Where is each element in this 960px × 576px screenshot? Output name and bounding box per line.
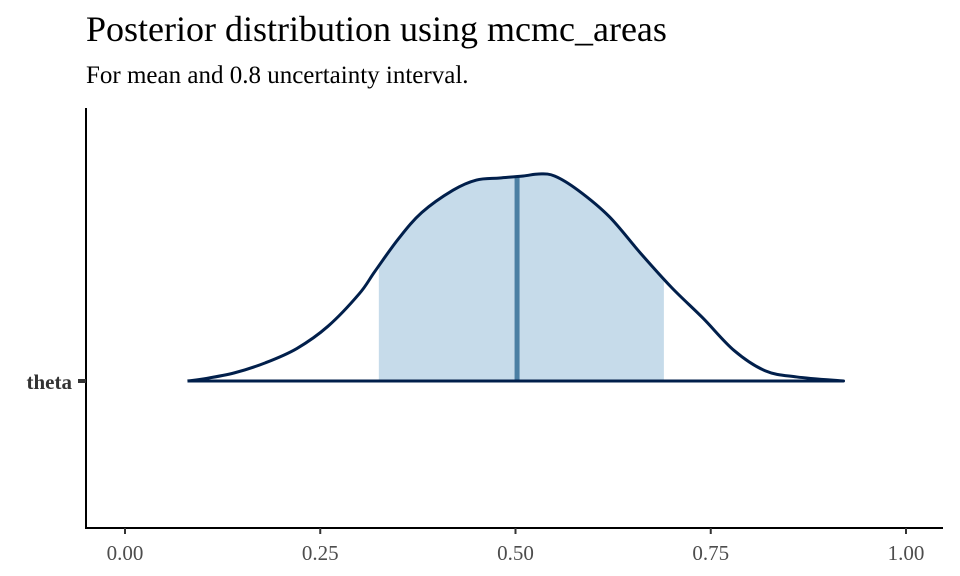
x-tick-label: 0.00 [107,541,144,565]
y-tick-label: theta [27,370,73,394]
chart-title: Posterior distribution using mcmc_areas [86,9,667,49]
interval-area [378,173,664,381]
chart-subtitle: For mean and 0.8 uncertainty interval. [86,62,469,89]
x-tick-label: 0.75 [692,541,729,565]
density-outline [187,172,846,383]
x-tick-label: 0.25 [302,541,339,565]
x-tick-label: 1.00 [888,541,925,565]
x-tick-label: 0.50 [497,541,534,565]
